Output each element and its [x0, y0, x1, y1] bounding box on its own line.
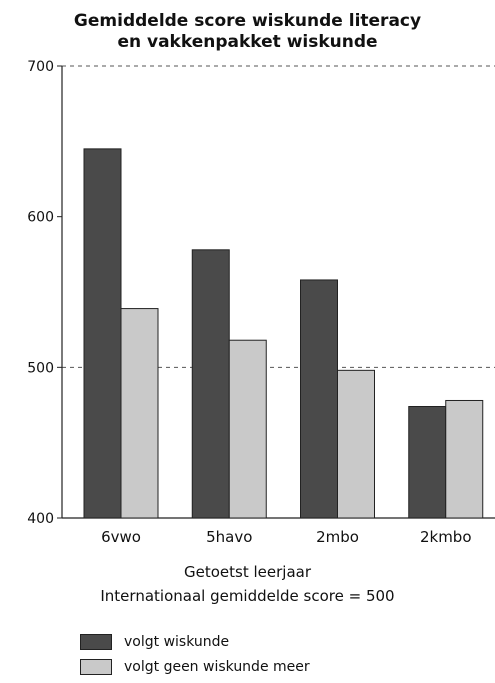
y-tick-label: 700	[27, 59, 54, 75]
y-tick-label: 500	[27, 360, 54, 376]
legend-swatch	[80, 634, 112, 650]
bar-2kmbo-series-0	[408, 406, 447, 519]
chart-subtitle: Internationaal gemiddelde score = 500	[100, 587, 395, 605]
x-tick-label: 5havo	[206, 528, 252, 546]
legend-label: volgt geen wiskunde meer	[124, 659, 310, 675]
legend-item-volgt-wiskunde: volgt wiskunde	[80, 632, 229, 652]
x-tick-label: 6vwo	[101, 528, 141, 546]
bar-chart-plot: 400 500 600 700 6vwo 5havo 2mbo 2kmbo	[27, 59, 495, 546]
bar-2mbo-series-1	[337, 369, 375, 519]
bar-2mbo-series-0	[300, 279, 338, 519]
bar-5havo-series-1	[228, 339, 267, 519]
y-tick-label: 600	[27, 210, 54, 226]
legend-swatch	[80, 659, 112, 675]
y-tick-label: 400	[27, 511, 54, 527]
legend-item-geen-wiskunde: volgt geen wiskunde meer	[80, 657, 310, 677]
chart-title-line-2: en vakkenpakket wiskunde	[117, 32, 378, 52]
x-tick-label: 2mbo	[316, 528, 359, 546]
chart-title-line-1: Gemiddelde score wiskunde literacy	[73, 11, 422, 31]
x-axis-label: Getoetst leerjaar	[184, 563, 311, 581]
bar-2kmbo-series-1	[445, 399, 484, 519]
bar-5havo-series-0	[191, 249, 230, 519]
bar-6vwo-series-0	[83, 148, 122, 519]
legend-label: volgt wiskunde	[124, 634, 230, 650]
x-tick-label: 2kmbo	[420, 528, 472, 546]
bar-6vwo-series-1	[120, 308, 159, 519]
